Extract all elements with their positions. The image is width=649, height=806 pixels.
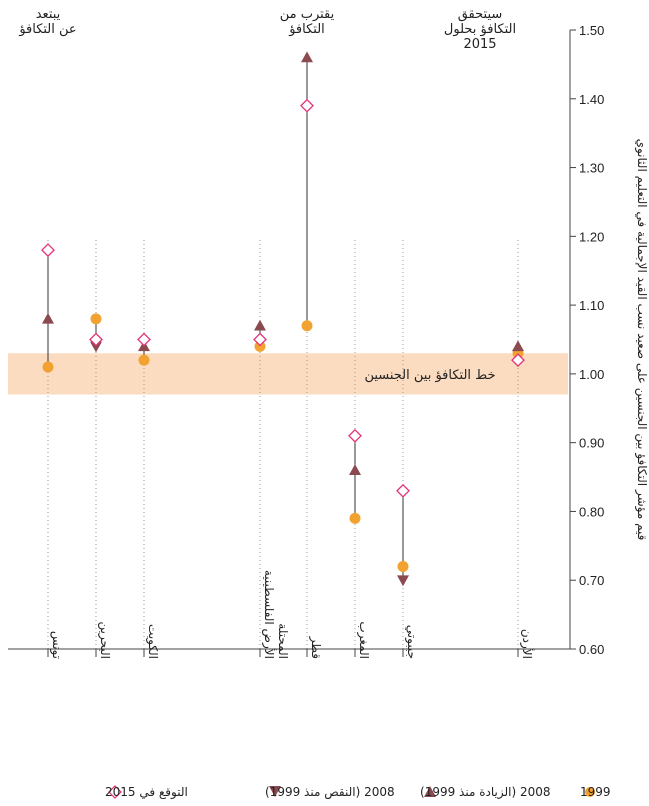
y-tick-label: 0.60: [579, 642, 604, 657]
category-label: المحتلة: [276, 623, 290, 659]
projection-2015-marker: [511, 353, 525, 368]
parity-band: [8, 353, 568, 395]
legend-marker-triangle-down: [269, 786, 281, 797]
y-tick-label: 1.10: [579, 298, 604, 313]
value-2008-increase-marker: [42, 312, 54, 324]
projection-2015-marker: [41, 243, 55, 258]
annotation-text: عن التكافؤ: [18, 22, 76, 37]
annotation-text: 2015: [463, 37, 496, 52]
legend-marker-circle: [585, 787, 595, 797]
projection-2015-marker: [348, 428, 362, 443]
category-label: جيبوتي: [404, 625, 419, 659]
parity-band-layer: [8, 353, 568, 395]
value-1999-marker: [397, 560, 409, 572]
chart-text: خط التكافؤ بين الجنسين تونس البحرين الكويت ا…: [18, 7, 535, 659]
value-2008-decrease-marker: [397, 575, 409, 587]
legend-label: 2008 (النقص منذ 1999): [265, 785, 395, 800]
category-label: الأردن: [519, 629, 535, 659]
y-tick-label: 1.00: [579, 367, 604, 382]
y-tick-label: 1.40: [579, 92, 604, 107]
value-1999-marker: [349, 512, 361, 524]
y-tick-label: 0.90: [579, 436, 604, 451]
parity-band-label: خط التكافؤ بين الجنسين: [364, 368, 495, 383]
value-1999-marker: [90, 313, 102, 325]
legend: 1999 2008 (الزيادة منذ 1999) 2008 (النقص م…: [105, 785, 611, 800]
projection-2015-marker: [300, 98, 314, 113]
category-label: تونس: [49, 631, 64, 659]
legend-marker-triangle-up: [424, 786, 436, 797]
legend-label: 1999: [580, 785, 611, 799]
projection-2015-marker: [89, 332, 103, 347]
legend-marker-diamond: [108, 785, 122, 799]
value-2008-increase-marker: [349, 464, 361, 475]
category-label: المغرب: [356, 621, 371, 659]
category-label: الأرض الفلسطينية: [261, 570, 277, 659]
legend-label: 2008 (الزيادة منذ 1999): [420, 785, 551, 800]
y-tick-label: 1.30: [579, 161, 604, 176]
annotation-text: التكافؤ بحلول: [444, 22, 516, 37]
projection-2015-marker: [137, 332, 151, 347]
category-label: الكويت: [145, 624, 160, 659]
y-tick-label: 0.70: [579, 573, 604, 588]
annotation-text: سيتحقق: [458, 7, 503, 22]
y-tick-label: 1.50: [579, 23, 604, 38]
value-2008-decrease-marker: [90, 341, 102, 353]
category-label: قطر: [308, 636, 323, 659]
value-2008-increase-marker: [254, 319, 266, 331]
value-1999-marker: [42, 361, 54, 373]
annotation-text: يبتعد: [36, 7, 61, 22]
projection-2015-marker: [396, 483, 410, 498]
y-axis-label: قيم مؤشر التكافؤ بين الجنسين على صعيد نس…: [634, 139, 649, 541]
value-1999-marker: [138, 354, 150, 366]
projection-2015-marker: [253, 332, 267, 347]
category-guide-layer: [47, 240, 519, 649]
y-tick-label: 1.20: [579, 229, 604, 244]
y-axis: 0.60 0.70 0.80 0.90 1.00 1.10 1.20 1.30 1.40 1.50…: [8, 23, 649, 657]
value-2008-increase-marker: [301, 51, 313, 63]
value-1999-marker: [301, 320, 313, 332]
y-tick-label: 0.80: [579, 504, 604, 519]
category-label: البحرين: [97, 622, 112, 659]
annotation-text: يقترب من: [280, 7, 335, 22]
legend-label: التوقع في 2015: [105, 785, 188, 800]
data-marks: [41, 51, 525, 587]
annotation-text: التكافؤ: [288, 22, 325, 37]
value-2008-increase-marker: [512, 340, 524, 352]
